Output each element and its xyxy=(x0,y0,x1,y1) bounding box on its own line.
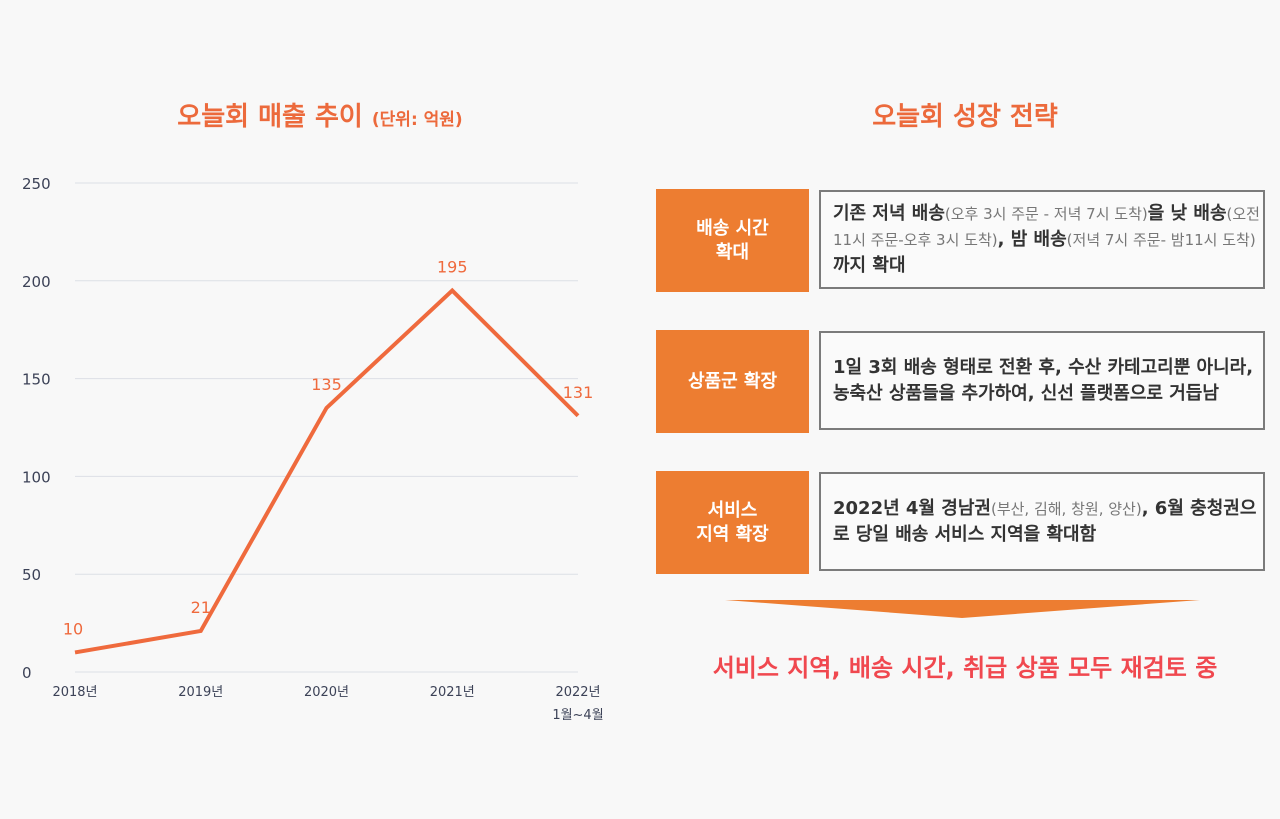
strategy-label: 서비스 지역 확장 xyxy=(656,471,809,574)
strategy-description: 2022년 4월 경남권(부산, 김해, 창원, 양산), 6월 충청권으로 당… xyxy=(819,472,1265,571)
x-tick-label: 2020년 xyxy=(304,685,349,700)
x-tick-label: 2022년 xyxy=(555,685,600,700)
y-tick-label: 200 xyxy=(22,273,51,291)
x-tick-label: 2021년 xyxy=(430,685,475,700)
down-arrow-icon xyxy=(725,600,1200,618)
strategy-description: 기존 저녁 배송(오후 3시 주문 - 저녁 7시 도착)을 낮 배송(오전 1… xyxy=(819,190,1265,289)
chart-title: 오늘회 매출 추이 (단위: 억원) xyxy=(177,102,463,132)
data-label: 135 xyxy=(311,375,342,394)
series-line xyxy=(74,287,580,655)
y-tick-label: 150 xyxy=(22,371,51,389)
line-chart: 0 50 100 150 200 250 2018년 2019년 2020년 2021년 2022년… xyxy=(22,175,604,723)
data-label: 21 xyxy=(191,598,211,617)
strategy-label: 배송 시간 확대 xyxy=(656,189,809,292)
data-label: 10 xyxy=(63,619,83,638)
y-tick-label: 50 xyxy=(22,566,41,584)
data-label: 131 xyxy=(563,383,594,402)
y-tick-label: 100 xyxy=(22,468,51,486)
x-tick-label: 2019년 xyxy=(178,685,223,700)
strategy-label: 상품군 확장 xyxy=(656,330,809,433)
x-tick-label: 1월~4월 xyxy=(552,708,603,723)
y-tick-label: 0 xyxy=(22,664,32,682)
x-tick-label: 2018년 xyxy=(52,685,97,700)
strategy-description: 1일 3회 배송 형태로 전환 후, 수산 카테고리뿐 아니라, 농축산 상품들… xyxy=(819,331,1265,430)
y-tick-label: 250 xyxy=(22,175,51,193)
conclusion-text: 서비스 지역, 배송 시간, 취급 상품 모두 재검토 중 xyxy=(712,654,1218,682)
data-label: 195 xyxy=(437,258,468,277)
strategy-title: 오늘회 성장 전략 xyxy=(872,102,1058,132)
